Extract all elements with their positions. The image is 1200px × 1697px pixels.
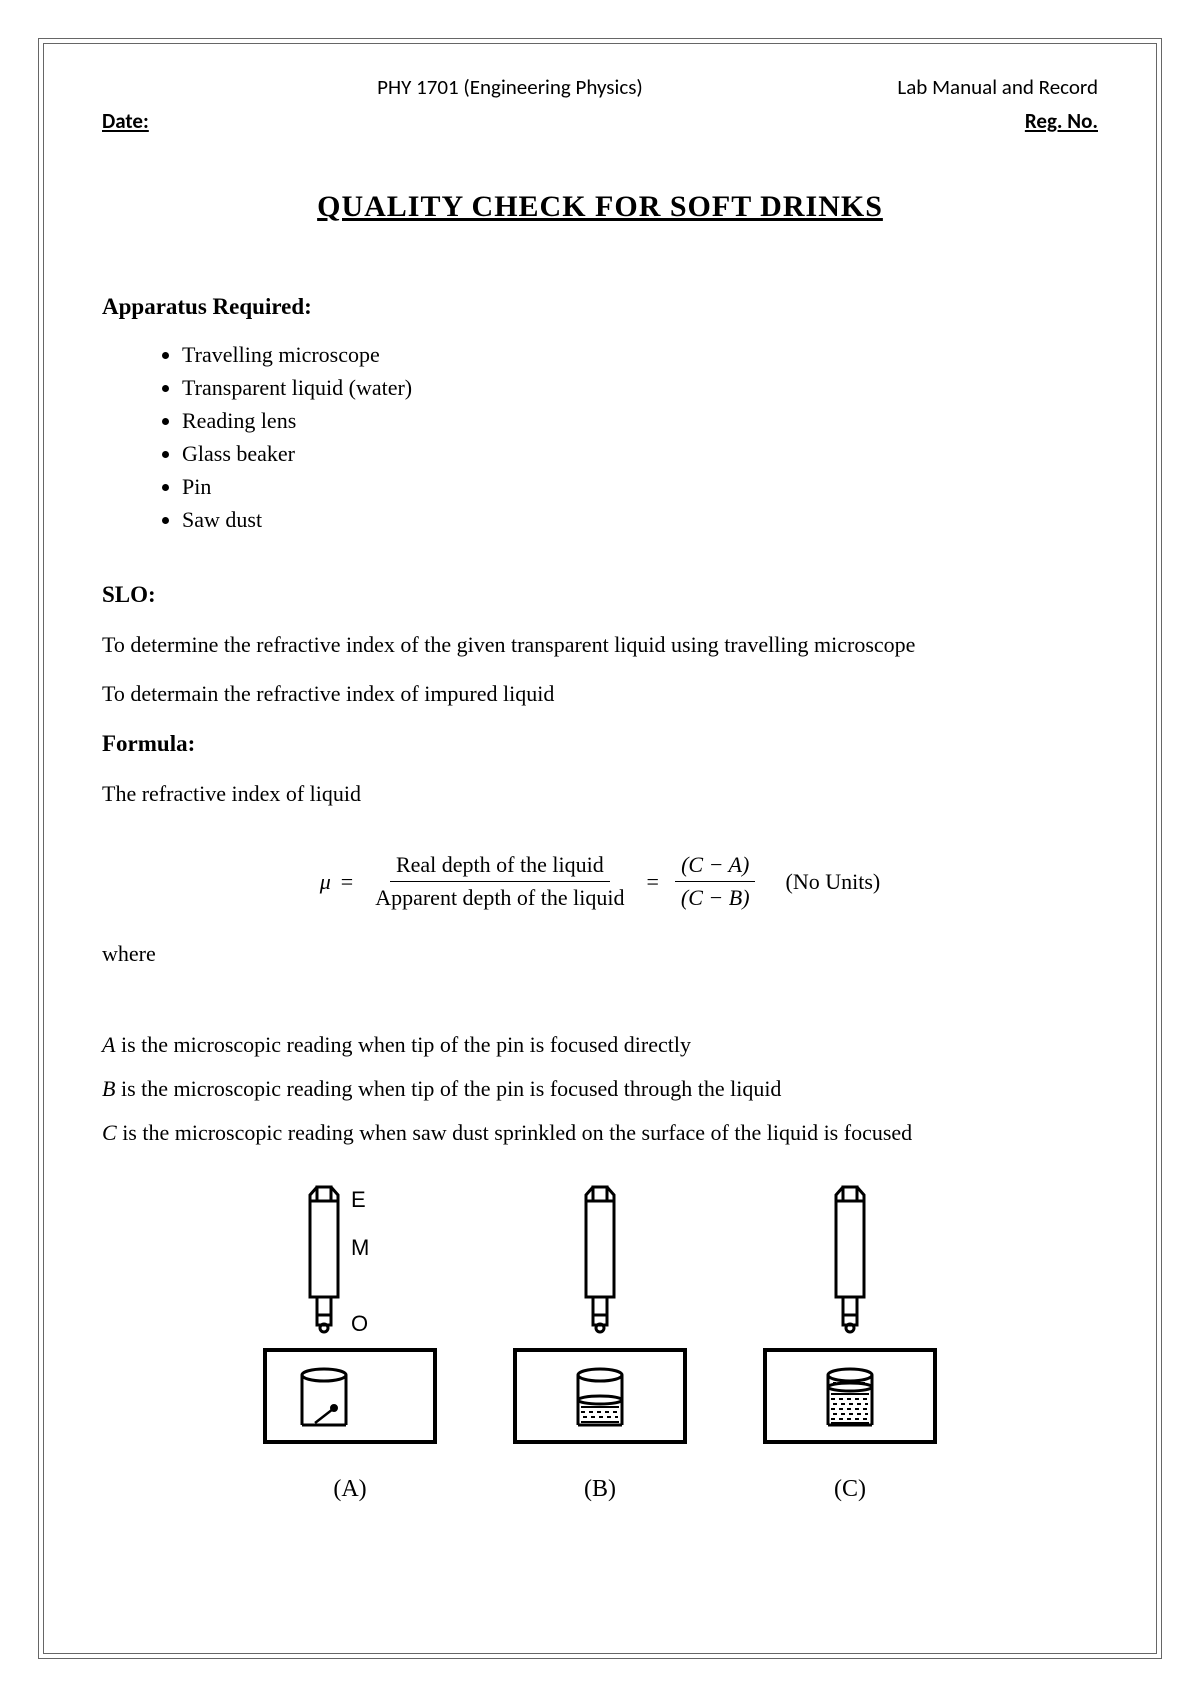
- label-o: O: [351, 1311, 368, 1336]
- reg-no-label: Reg. No.: [1025, 108, 1098, 134]
- fraction-symbols: (C − A) (C − B): [675, 852, 756, 911]
- formula-intro: The refractive index of liquid: [102, 775, 1098, 812]
- list-item: Reading lens: [182, 404, 1098, 437]
- def-a-text: is the microscopic reading when tip of t…: [115, 1032, 691, 1057]
- course-code: PHY 1701 (Engineering Physics): [102, 74, 818, 100]
- equals-sign: =: [341, 869, 353, 895]
- def-c-text: is the microscopic reading when saw dust…: [117, 1120, 912, 1145]
- definition-b: B is the microscopic reading when tip of…: [102, 1067, 1098, 1111]
- header-row: PHY 1701 (Engineering Physics) Lab Manua…: [102, 74, 1098, 100]
- slo-block: To determine the refractive index of the…: [102, 626, 1098, 713]
- where-label: where: [102, 941, 1098, 967]
- denominator-symbols: (C − B): [675, 882, 756, 911]
- caption-b: (B): [505, 1476, 695, 1503]
- diagram-c: (C): [755, 1185, 945, 1503]
- diagram-row: E M O (A): [102, 1185, 1098, 1503]
- no-units: (No Units): [786, 869, 881, 895]
- caption-a: (A): [255, 1476, 445, 1503]
- definition-c: C is the microscopic reading when saw du…: [102, 1111, 1098, 1155]
- fraction-words: Real depth of the liquid Apparent depth …: [369, 852, 630, 911]
- page-title: QUALITY CHECK FOR SOFT DRINKS: [102, 190, 1098, 224]
- diagram-b: (B): [505, 1185, 695, 1503]
- label-e: E: [351, 1187, 366, 1212]
- def-b-text: is the microscopic reading when tip of t…: [115, 1076, 781, 1101]
- numerator-symbols: (C − A): [675, 852, 755, 882]
- equals-sign-2: =: [646, 869, 658, 895]
- list-item: Pin: [182, 470, 1098, 503]
- slo-heading: SLO:: [102, 582, 1098, 608]
- list-item: Transparent liquid (water): [182, 371, 1098, 404]
- numerator-words: Real depth of the liquid: [390, 852, 610, 882]
- page-outer-border: PHY 1701 (Engineering Physics) Lab Manua…: [38, 38, 1162, 1659]
- date-label: Date:: [102, 108, 149, 134]
- mu-symbol: μ: [320, 869, 331, 895]
- diagram-b-svg: [505, 1185, 695, 1445]
- meta-row: Date: Reg. No.: [102, 108, 1098, 134]
- diagram-a-svg: E M O: [255, 1185, 445, 1445]
- diagram-a: E M O (A): [255, 1185, 445, 1503]
- label-m: M: [351, 1235, 369, 1260]
- caption-c: (C): [755, 1476, 945, 1503]
- slo-line-1: To determine the refractive index of the…: [102, 626, 1098, 663]
- list-item: Saw dust: [182, 503, 1098, 536]
- formula-heading: Formula:: [102, 731, 1098, 757]
- var-c: C: [102, 1120, 117, 1145]
- list-item: Glass beaker: [182, 437, 1098, 470]
- definitions-block: A is the microscopic reading when tip of…: [102, 1023, 1098, 1155]
- apparatus-heading: Apparatus Required:: [102, 294, 1098, 320]
- list-item: Travelling microscope: [182, 338, 1098, 371]
- definition-a: A is the microscopic reading when tip of…: [102, 1023, 1098, 1067]
- diagram-c-svg: [755, 1185, 945, 1445]
- manual-label: Lab Manual and Record: [818, 74, 1098, 100]
- var-a: A: [102, 1032, 115, 1057]
- apparatus-list: Travelling microscope Transparent liquid…: [182, 338, 1098, 536]
- var-b: B: [102, 1076, 115, 1101]
- denominator-words: Apparent depth of the liquid: [369, 882, 630, 911]
- slo-line-2: To determain the refractive index of imp…: [102, 675, 1098, 712]
- formula-equation: μ = Real depth of the liquid Apparent de…: [102, 852, 1098, 911]
- page-inner-border: PHY 1701 (Engineering Physics) Lab Manua…: [43, 43, 1157, 1654]
